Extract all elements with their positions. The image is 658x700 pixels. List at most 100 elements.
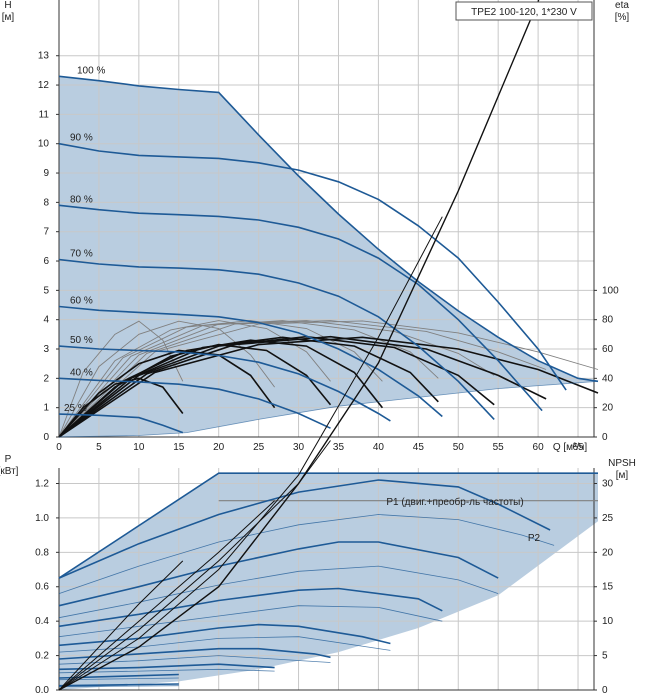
y-tick-label: 1.0 bbox=[35, 513, 49, 524]
y-right-tick-label: 80 bbox=[602, 315, 614, 326]
x-tick-label: 40 bbox=[373, 442, 385, 453]
y-tick-label: 8 bbox=[43, 197, 49, 208]
model-label-text: TPE2 100-120, 1*230 V bbox=[471, 7, 577, 18]
p2-curve bbox=[58, 565, 499, 619]
p1-curve bbox=[58, 587, 443, 628]
x-tick-label: 25 bbox=[253, 442, 265, 453]
y-tick-label: 0.6 bbox=[35, 582, 49, 593]
x-tick-label: 5 bbox=[96, 442, 102, 453]
speed-label: 25 % bbox=[64, 403, 87, 414]
y-tick-label: 11 bbox=[39, 109, 50, 120]
qh-curve bbox=[58, 204, 543, 412]
npsh-curve bbox=[58, 500, 275, 691]
efficiency-curve-thin bbox=[58, 320, 439, 438]
y-tick-label: 0.8 bbox=[35, 547, 49, 558]
npsh-curve bbox=[58, 560, 184, 691]
y-tick-label: 5 bbox=[43, 285, 49, 296]
y-tick-label: 7 bbox=[43, 227, 49, 238]
x-tick-label: 45 bbox=[413, 442, 425, 453]
y-right-tick-label: 0 bbox=[602, 432, 608, 443]
p2-curve bbox=[58, 514, 555, 594]
y-right-tick-label: 40 bbox=[602, 373, 614, 384]
model-label-frame bbox=[455, 1, 593, 21]
power-chart: 0.00.20.40.60.81.01.2051015202530P[кВт]N… bbox=[0, 0, 636, 696]
x-tick-label: 65 bbox=[572, 442, 584, 453]
y-right-axis-unit: [м] bbox=[616, 470, 629, 481]
y-right-tick-label: 0 bbox=[602, 685, 608, 696]
x-tick-label: 35 bbox=[333, 442, 345, 453]
y-tick-label: 2 bbox=[43, 373, 49, 384]
qh-curve bbox=[58, 345, 391, 422]
y-right-tick-label: 60 bbox=[602, 344, 614, 355]
x-tick-label: 50 bbox=[453, 442, 465, 453]
y-tick-label: 0.0 bbox=[35, 685, 49, 696]
y-tick-label: 0.2 bbox=[35, 651, 49, 662]
efficiency-curve bbox=[58, 349, 276, 438]
y-tick-label: 0 bbox=[43, 432, 49, 443]
y-axis-unit: [кВт] bbox=[0, 466, 19, 477]
y-tick-label: 4 bbox=[43, 315, 49, 326]
p1-curve bbox=[58, 683, 179, 687]
p2-curve bbox=[58, 685, 179, 687]
y-axis-unit: [м] bbox=[2, 12, 15, 23]
p1-envelope bbox=[58, 472, 598, 579]
efficiency-curve-thin bbox=[58, 320, 547, 438]
p2-series-label: P2 bbox=[528, 533, 541, 544]
speed-label: 100 % bbox=[77, 65, 105, 76]
y-axis-title: H bbox=[4, 0, 11, 11]
x-tick-label: 15 bbox=[173, 442, 185, 453]
x-tick-label: 30 bbox=[293, 442, 305, 453]
x-tick-label: 20 bbox=[213, 442, 225, 453]
y-right-tick-label: 15 bbox=[602, 582, 614, 593]
qh-curve bbox=[58, 258, 495, 420]
y-right-tick-label: 20 bbox=[602, 547, 614, 558]
speed-label: 60 % bbox=[70, 295, 93, 306]
x-tick-label: 0 bbox=[56, 442, 62, 453]
speed-label: 80 % bbox=[70, 194, 93, 205]
y-right-tick-label: 5 bbox=[602, 651, 608, 662]
speed-label: 90 % bbox=[70, 133, 93, 144]
head-chart: 012345678910111213020406080100H[м]eta[%]… bbox=[2, 0, 630, 453]
y-tick-label: 9 bbox=[43, 168, 49, 179]
p2-curve bbox=[58, 668, 275, 674]
x-tick-label: 10 bbox=[133, 442, 145, 453]
y-tick-label: 10 bbox=[38, 139, 50, 150]
p1-curve bbox=[58, 673, 179, 679]
efficiency-curve-thin bbox=[58, 320, 383, 438]
qh-curve bbox=[58, 142, 567, 391]
efficiency-curve-thin bbox=[58, 320, 275, 438]
p1-series-label: P1 (двиг.+преобр-ль частоты) bbox=[386, 496, 523, 508]
y-tick-label: 1 bbox=[43, 403, 49, 414]
y-tick-label: 13 bbox=[38, 51, 50, 62]
power-area bbox=[59, 473, 598, 690]
efficiency-curve-thin bbox=[58, 320, 331, 438]
speed-label: 70 % bbox=[70, 249, 93, 260]
p1-curve bbox=[58, 479, 551, 579]
x-axis-title: Q [м³/ч] bbox=[553, 442, 588, 453]
qh-curve bbox=[58, 377, 331, 429]
p2-curve bbox=[58, 605, 443, 638]
efficiency-curve bbox=[58, 336, 439, 438]
x-tick-label: 55 bbox=[493, 442, 505, 453]
efficiency-curve-thin bbox=[58, 320, 495, 438]
y-tick-label: 0.4 bbox=[35, 616, 49, 627]
speed-label: 50 % bbox=[70, 335, 93, 346]
y-tick-label: 3 bbox=[43, 344, 49, 355]
y-tick-label: 1.2 bbox=[35, 478, 49, 489]
y-right-tick-label: 25 bbox=[602, 513, 614, 524]
y-right-axis-title: eta bbox=[615, 0, 629, 11]
qh-curve bbox=[58, 75, 599, 383]
y-right-tick-label: 30 bbox=[602, 478, 614, 489]
y-right-axis-title: NPSH bbox=[608, 458, 636, 469]
npsh-curve bbox=[58, 440, 331, 691]
qh-curve bbox=[58, 413, 184, 434]
y-right-tick-label: 100 bbox=[602, 285, 619, 296]
operating-area bbox=[59, 76, 598, 438]
p1-curve bbox=[58, 541, 499, 607]
speed-label: 40 % bbox=[70, 367, 93, 378]
qh-curve bbox=[58, 305, 443, 418]
y-right-tick-label: 10 bbox=[602, 616, 614, 627]
y-right-axis-unit: [%] bbox=[615, 12, 630, 23]
efficiency-curve bbox=[58, 336, 599, 438]
